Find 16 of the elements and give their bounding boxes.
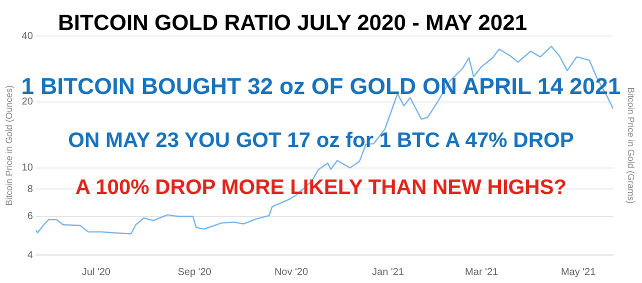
y-tick-label: 40 [22, 30, 34, 42]
y2-axis-title: Bitcoin Price in Gold (Grams) [626, 87, 636, 204]
y-tick-label: 6 [27, 211, 34, 222]
x-tick-label: Mar '21 [465, 266, 499, 278]
x-tick-label: Jan '21 [372, 266, 404, 278]
x-tick-label: Nov '20 [274, 266, 308, 278]
y-tick-label: 4 [27, 250, 34, 261]
y-tick-label: 8 [27, 184, 34, 195]
chart-title: BITCOIN GOLD RATIO JULY 2020 - MAY 2021 [58, 10, 528, 36]
y-tick-label: 10 [22, 162, 34, 174]
x-tick-label: May '21 [560, 266, 596, 278]
x-tick-label: Jul '20 [82, 266, 111, 278]
y-axis-title: Bitcoin Price in Gold (Ounces) [4, 85, 14, 206]
y-tick-label: 20 [22, 96, 34, 108]
x-tick-label: Sep '20 [178, 266, 212, 278]
annotation: ON MAY 23 YOU GOT 17 oz for 1 BTC A 47% DROP [68, 129, 574, 152]
